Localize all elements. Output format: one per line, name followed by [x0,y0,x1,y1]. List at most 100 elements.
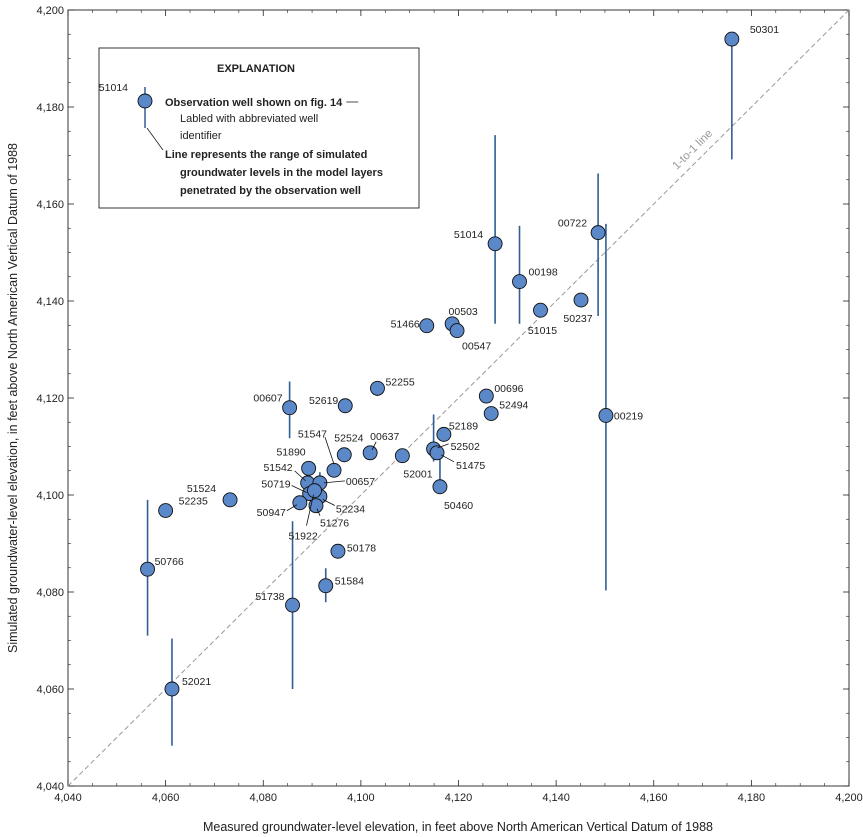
label-51276: 51276 [320,518,349,530]
label-00503: 00503 [449,306,478,318]
y-tick-label: 4,080 [36,587,64,599]
point-52524 [336,447,352,463]
label-00547: 00547 [462,341,491,353]
point-50460 [432,479,448,495]
label-52189: 52189 [449,420,478,432]
legend-box [98,47,420,209]
label-51014: 51014 [454,229,483,241]
data-points: 50301 51014 00722 00198 51015 50237 00219 51466… [140,24,780,746]
label-52234: 52234 [336,503,365,515]
point-00722 [590,225,606,241]
leader-00657 [323,480,345,484]
point-50301 [724,31,740,47]
point-51524 [222,492,238,508]
label-50301: 50301 [750,24,779,36]
leader-00637 [371,441,377,450]
point-50178 [330,543,346,559]
label-52021: 52021 [182,676,211,688]
legend-line3b: groundwater levels in the model layers [180,167,383,179]
leader-50719 [291,485,307,493]
point-51466 [419,318,435,334]
point-50766 [140,561,156,577]
y-tick-label: 4,160 [36,199,64,211]
point-51922 [307,483,322,499]
legend-sample-label: 51014 [99,82,128,94]
label-leaders [286,437,455,526]
x-tick-label: 4,120 [445,792,473,804]
y-tick-label: 4,180 [36,102,64,114]
leader-52502 [437,443,449,449]
label-51890: 51890 [276,446,305,458]
label-50947: 50947 [257,507,286,519]
label-00637: 00637 [370,431,399,443]
point-52021 [164,681,180,697]
point-52189 [436,426,452,442]
point-51547 [326,462,342,478]
legend-leader-range [146,127,164,151]
legend-line1: Observation well shown on fig. 14 [165,97,343,109]
label-52502: 52502 [451,441,480,453]
y-tick-label: 4,060 [36,684,64,696]
label-51922: 51922 [289,531,318,543]
point-52001 [394,448,410,464]
label-51524: 51524 [187,483,216,495]
x-tick-label: 4,080 [249,792,277,804]
label-51466: 51466 [391,319,420,331]
label-50766: 50766 [155,556,184,568]
x-tick-label: 4,060 [152,792,180,804]
y-tick-label: 4,140 [36,296,64,308]
point-51738 [285,597,300,613]
point-51890 [301,460,317,476]
point-52619 [337,398,353,414]
label-00219: 00219 [614,410,643,422]
label-52494: 52494 [499,400,528,412]
point-00637 [362,445,378,461]
label-00722: 00722 [558,218,587,230]
label-52235: 52235 [179,496,208,508]
axes: 4,040 4,060 4,080 4,100 4,120 4,140 4,160 4,180… [36,5,862,804]
point-00219 [598,408,614,423]
legend-line2b: identifier [180,130,222,142]
label-51584: 51584 [335,576,364,588]
leader-51547 [324,437,335,465]
y-axis-title: Simulated groundwater-level elevation, i… [6,143,20,653]
legend-title: EXPLANATION [217,63,295,75]
label-51547: 51547 [298,428,327,440]
leader-51475 [440,454,455,463]
point-52235 [158,503,174,518]
point-51584 [318,578,334,594]
label-51738: 51738 [255,591,284,603]
label-00198: 00198 [529,267,558,279]
x-tick-label: 4,140 [542,792,570,804]
label-00657: 00657 [346,476,375,488]
x-tick-label: 4,040 [54,792,82,804]
point-51276 [308,498,324,514]
y-tick-label: 4,200 [36,5,64,17]
markers [140,31,740,697]
x-tick-label: 4,160 [640,792,668,804]
y-tick-label: 4,120 [36,393,64,405]
x-tick-label: 4,100 [347,792,375,804]
label-51475: 51475 [456,460,485,472]
point-00607 [282,400,298,416]
label-52001: 52001 [403,469,432,481]
label-00696: 00696 [494,383,523,395]
point-52494 [483,406,499,421]
y-tick-label: 4,040 [36,781,64,793]
x-axis-title: Measured groundwater-level elevation, in… [203,820,713,834]
label-52255: 52255 [385,376,414,388]
label-50460: 50460 [444,500,473,512]
point-labels: 50301 51014 00722 00198 51015 50237 00219 51466… [155,24,780,688]
label-51015: 51015 [528,325,557,337]
point-50237 [573,292,589,308]
leader-51542 [294,470,306,482]
legend-line3a: Line represents the range of simulated [165,149,367,161]
point-00198 [512,274,527,290]
leader-51922 [306,494,314,526]
leader-50947 [286,504,298,512]
x-tick-label: 4,180 [738,792,766,804]
point-51475 [429,445,445,461]
point-51015 [533,302,548,318]
label-50237: 50237 [563,313,592,325]
